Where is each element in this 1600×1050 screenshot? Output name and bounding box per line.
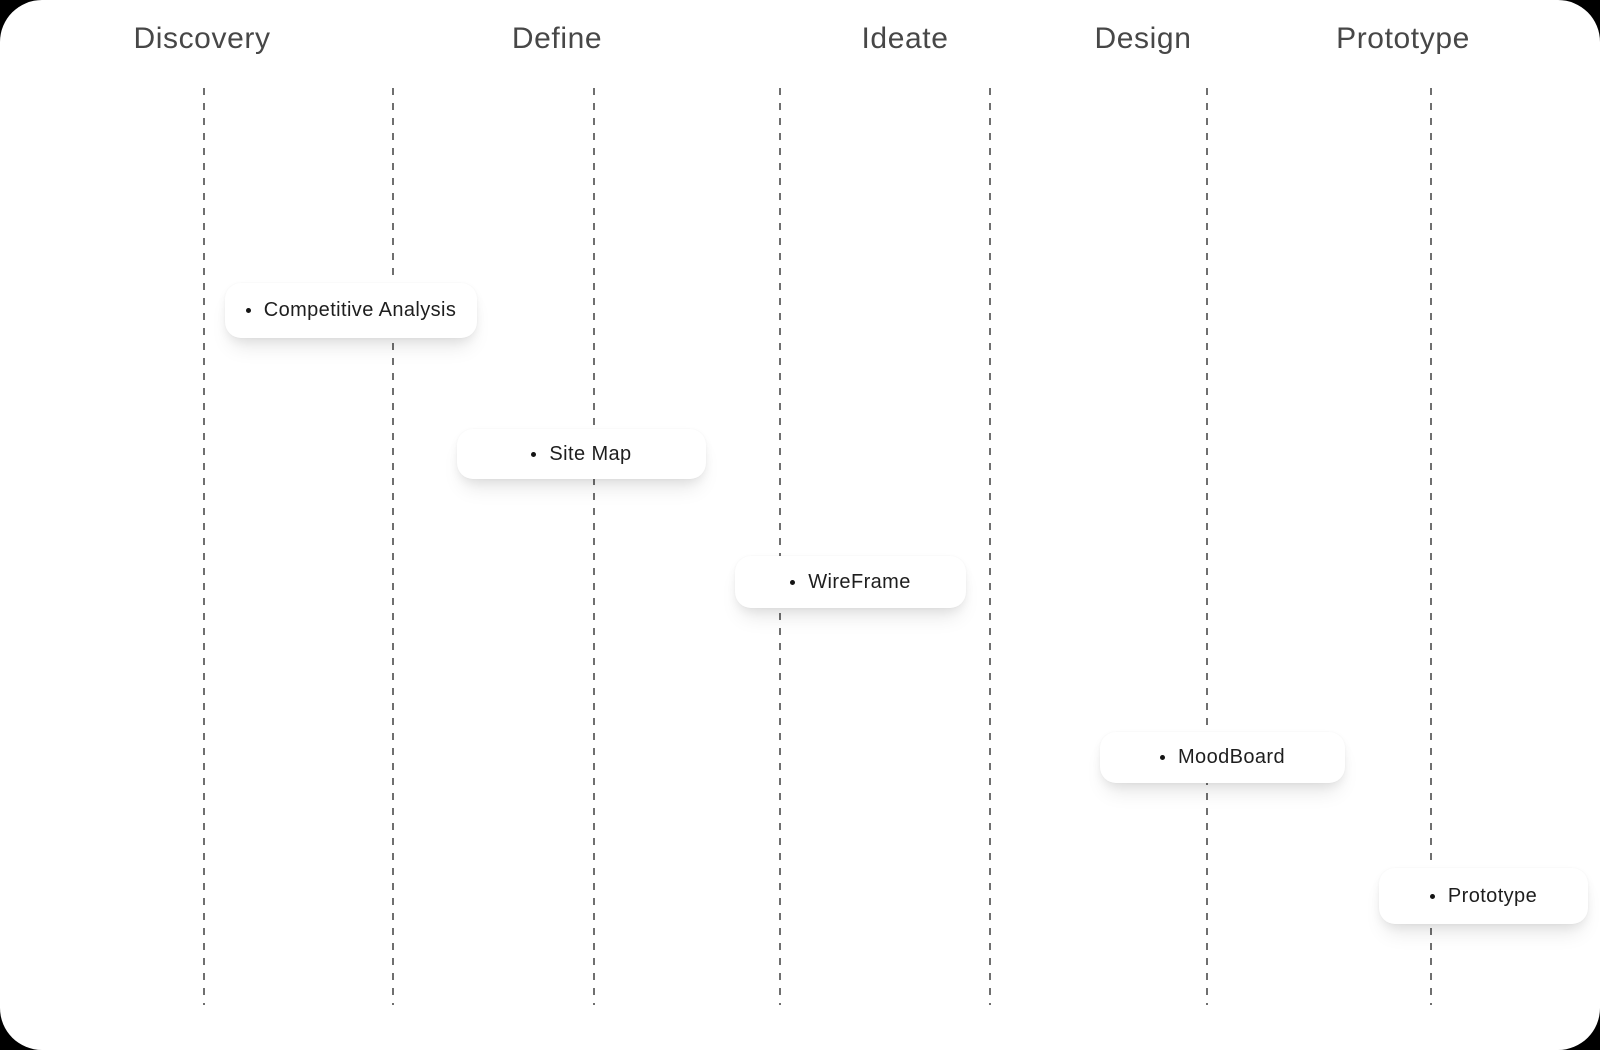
column-header-define: Define: [511, 22, 603, 55]
card-label: Prototype: [1447, 884, 1538, 907]
card-moodboard[interactable]: MoodBoard: [1100, 732, 1345, 783]
card-label: WireFrame: [808, 570, 911, 593]
bullet-icon: [245, 308, 251, 313]
column-guide-line: [203, 88, 205, 1005]
column-guide-line: [392, 88, 394, 1005]
bullet-icon: [790, 579, 796, 585]
bullet-icon: [531, 451, 537, 457]
column-header-design: Design: [1094, 22, 1192, 55]
card-wireframe[interactable]: WireFrame: [735, 556, 966, 608]
card-site-map[interactable]: Site Map: [457, 429, 706, 479]
column-guide-line: [779, 88, 781, 1005]
column-header-ideate: Ideate: [861, 22, 949, 55]
column-guide-line: [593, 88, 595, 1005]
column-guide-line: [1430, 88, 1432, 1005]
card-label: Site Map: [549, 442, 632, 465]
card-label: MoodBoard: [1178, 746, 1285, 768]
column-guide-line: [989, 88, 991, 1005]
column-header-prototype: Prototype: [1336, 22, 1470, 55]
column-guide-line: [1206, 88, 1208, 1005]
card-competitive-analysis[interactable]: Competitive Analysis: [225, 283, 477, 338]
card-label: Competitive Analysis: [263, 299, 457, 321]
bullet-icon: [1429, 893, 1435, 899]
card-prototype[interactable]: Prototype: [1379, 868, 1588, 924]
bullet-icon: [1160, 755, 1165, 760]
column-header-discovery: Discovery: [133, 22, 271, 55]
